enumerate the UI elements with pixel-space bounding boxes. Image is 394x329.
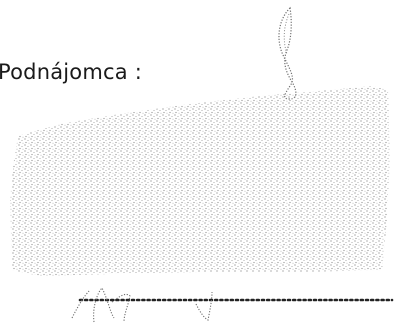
signer-label: Podnájomca : (0, 60, 142, 84)
signature-scribble-left (71, 287, 131, 323)
stippled-stamp-area (10, 86, 390, 276)
signature-loop-inner (283, 13, 290, 55)
signature-loop-stroke (278, 6, 297, 100)
signature-scribble-right (195, 291, 213, 321)
